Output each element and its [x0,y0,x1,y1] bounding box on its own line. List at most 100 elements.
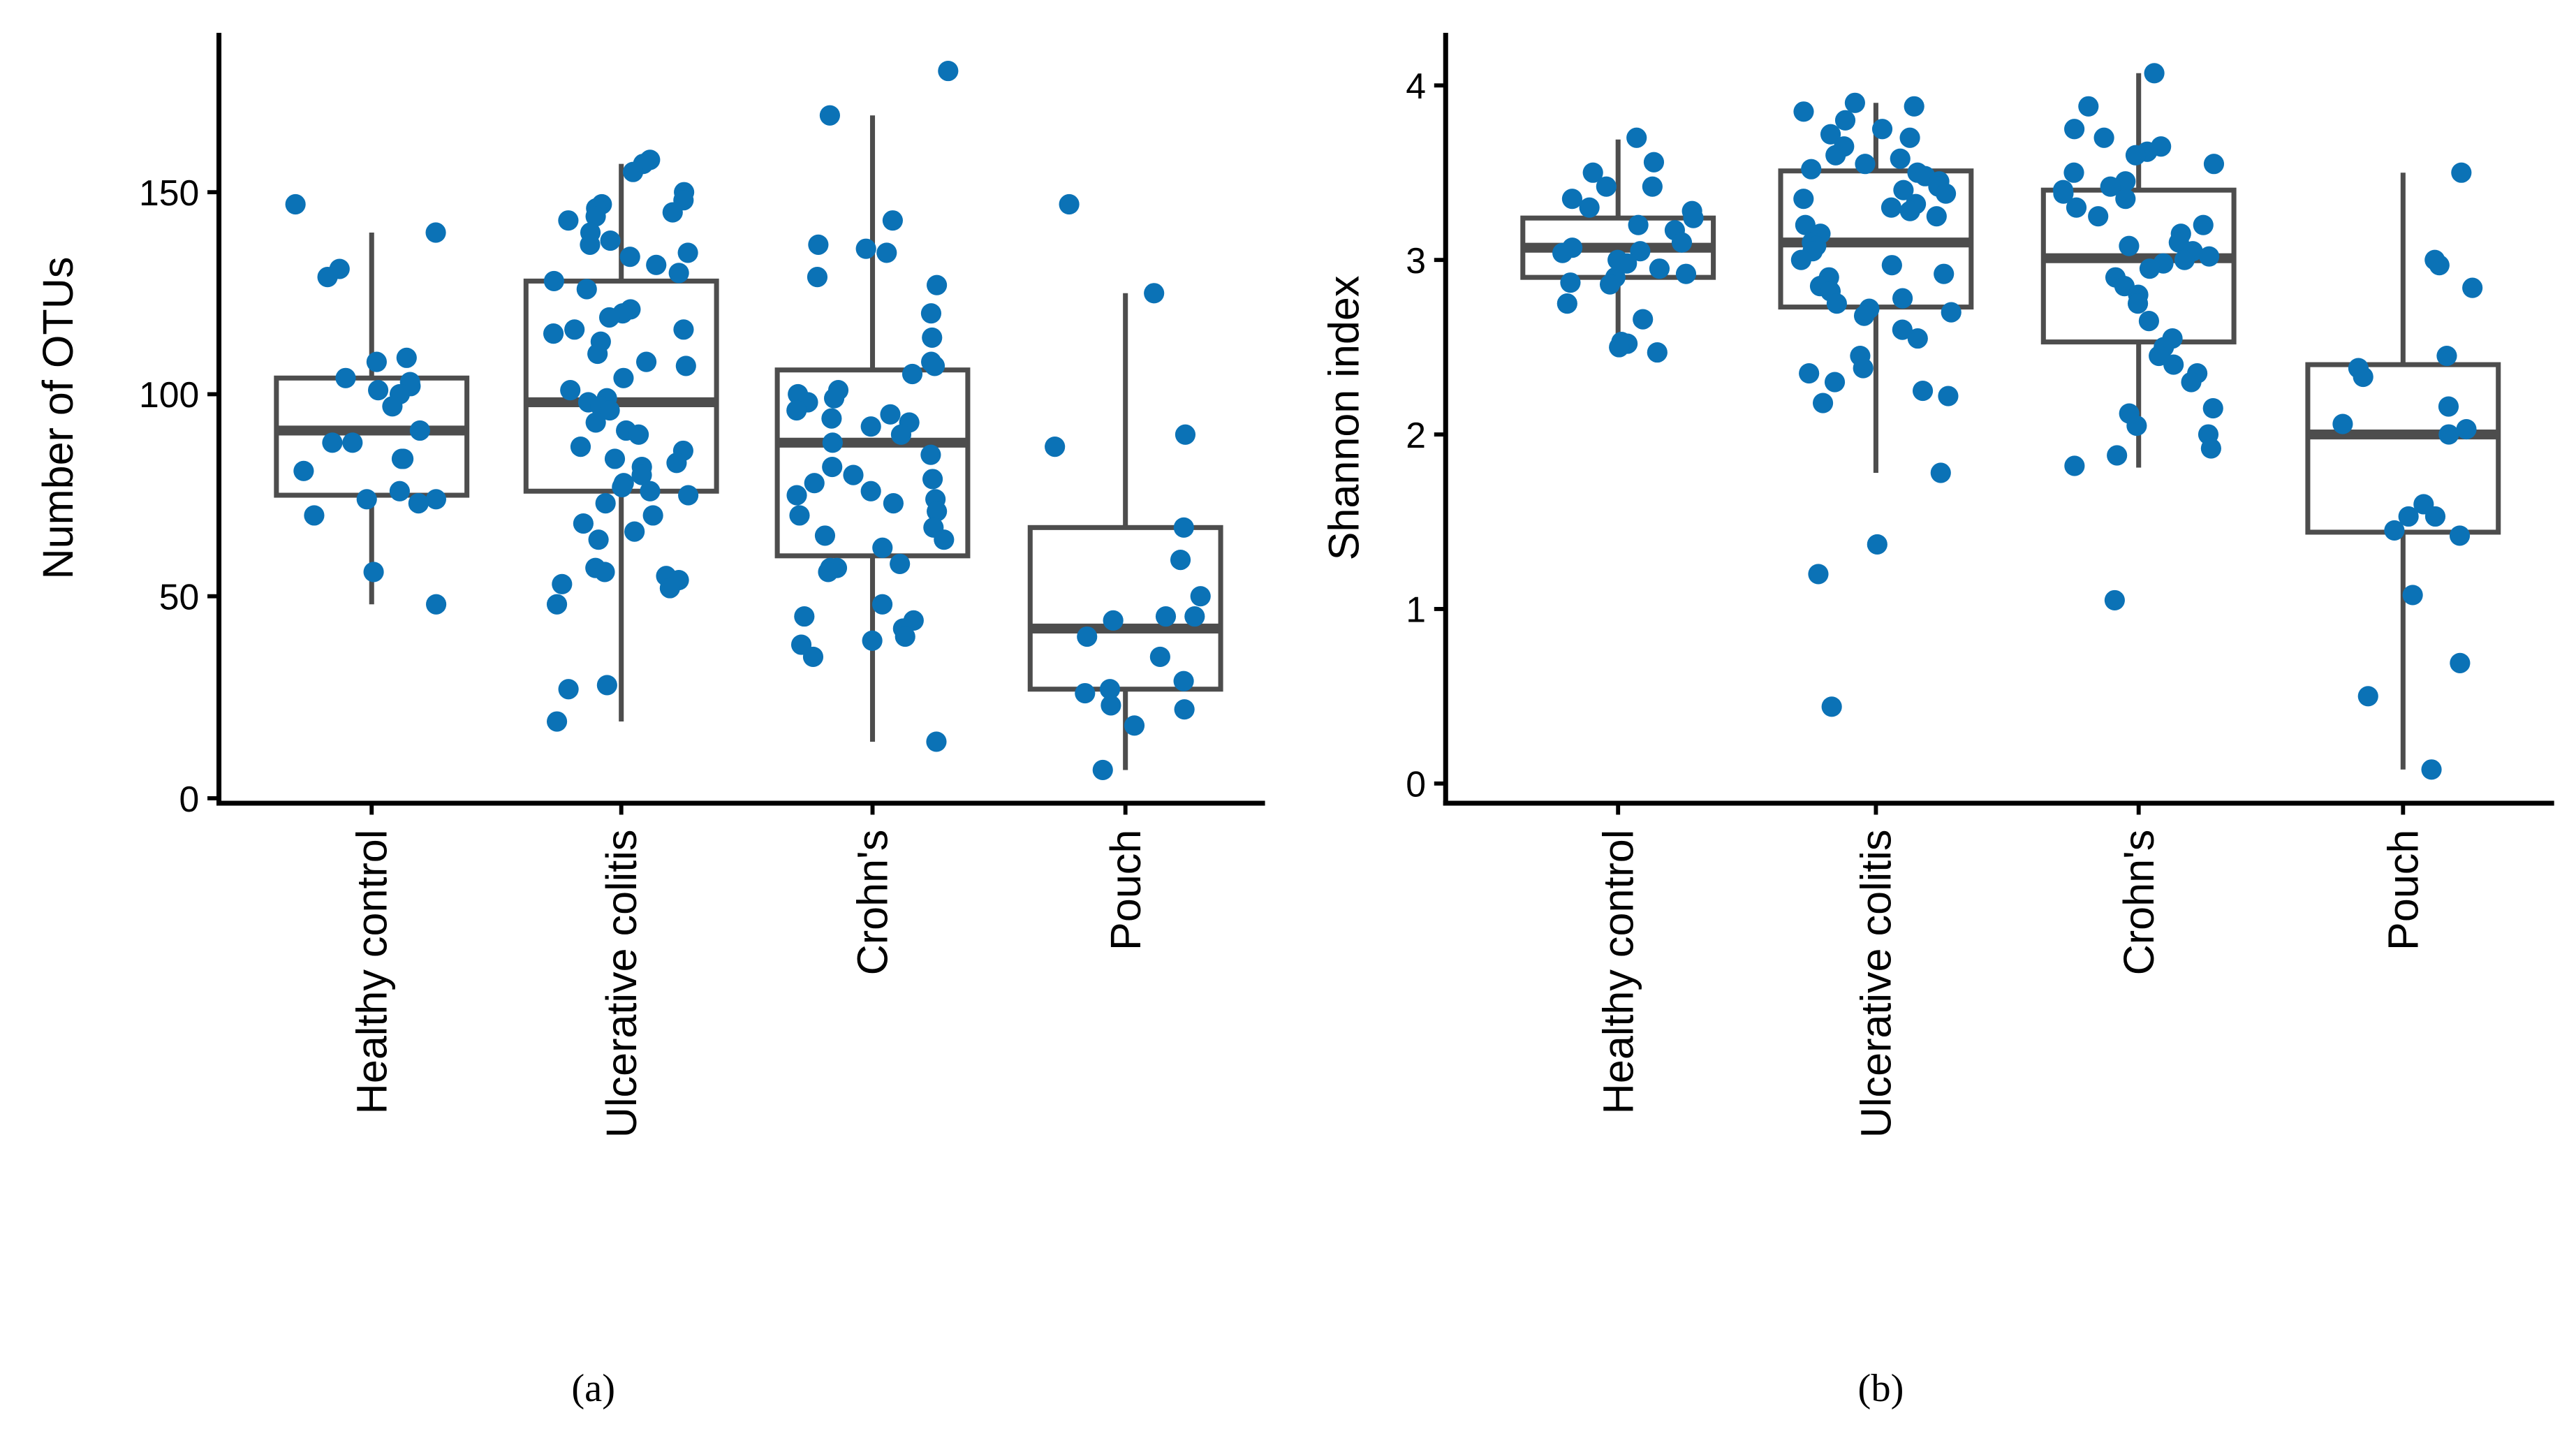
data-point [1892,288,1913,309]
data-point [2138,311,2159,332]
data-point [1642,176,1663,197]
data-point [1175,424,1196,445]
data-point [824,388,845,409]
data-point [2093,127,2114,148]
data-point [1626,127,1647,148]
data-point [1561,189,1583,210]
data-point [2064,455,2085,476]
data-point [588,529,609,550]
data-point [2163,354,2184,375]
data-point [1596,176,1617,197]
data-point [934,529,955,550]
iqr-box [2305,362,2501,535]
data-point [1190,586,1211,607]
x-tick-label: Healthy control [1594,830,1642,1115]
panel-b-shannon: 0 1 2 3 4 Shannon index Healthy control Ulcerat… [1320,33,2554,1410]
data-point [1101,695,1121,716]
data-point [1579,197,1600,218]
y-tick-label: 100 [139,374,199,415]
data-point [425,222,446,243]
data-point [927,501,948,522]
data-point [1144,283,1165,304]
data-point [938,61,959,82]
data-point [1174,699,1195,720]
data-point [1633,309,1654,330]
data-point [860,416,881,437]
data-point [2203,154,2225,175]
data-point [1801,159,1822,179]
data-point [573,513,594,534]
data-point [1853,305,1875,326]
data-point [1556,293,1577,314]
panel-caption: (b) [1858,1367,1904,1410]
data-point [882,210,903,231]
data-point [2436,346,2457,367]
data-point [598,307,620,328]
data-point [599,400,620,421]
data-point [1617,253,1637,274]
data-point [543,270,564,292]
data-point [890,553,911,574]
data-point [1881,197,1902,218]
data-point [604,448,626,469]
data-point [926,731,947,752]
y-tick-label: 1 [1406,589,1426,630]
data-point [860,481,881,501]
data-point [1821,696,1842,717]
data-point [2451,162,2472,183]
data-point [821,408,842,429]
data-point [2357,686,2378,707]
data-point [409,420,430,441]
data-point [619,247,640,268]
x-tick-label: Healthy control [348,830,395,1115]
data-point [2200,438,2221,459]
x-tick-label: Pouch [1102,830,1149,951]
data-point [1795,214,1816,235]
data-point [396,347,417,368]
panel-caption: (a) [571,1367,615,1410]
data-point [558,679,579,700]
data-point [1092,759,1113,781]
data-point [794,606,815,627]
data-point [1630,241,1651,262]
boxplot-3 [1027,293,1223,770]
data-point [304,505,325,526]
data-point [2149,346,2170,367]
data-point [1899,200,1920,221]
data-point [585,412,606,433]
data-point [543,323,564,344]
data-point [576,279,597,300]
data-point [901,363,923,385]
iqr-box [1027,525,1223,692]
data-point [1124,715,1145,736]
data-point [659,578,680,599]
data-point [1173,670,1194,691]
data-point [1867,534,1887,555]
data-point [920,303,942,324]
data-point [580,234,601,255]
data-point [1881,255,1902,276]
data-point [623,161,644,182]
data-point [408,493,429,514]
x-tick-label: Crohn's [849,830,897,976]
panel-a-otus: 0 50 100 150 Number of OTUs Healthy control Ul… [34,33,1265,1410]
y-tick-label: 150 [139,173,199,213]
data-point [1934,263,1955,284]
data-point [564,319,585,340]
data-point [1808,564,1829,585]
y-tick-label: 0 [179,779,200,819]
y-tick-label: 50 [159,576,200,617]
data-point [1790,249,1811,270]
data-point [2104,589,2125,610]
data-point [2181,372,2202,393]
data-point [675,356,696,376]
data-point [570,437,591,457]
data-point [668,263,689,284]
data-point [1799,362,1820,384]
x-tick-label: Crohn's [2115,830,2163,976]
data-point [1793,189,1814,210]
data-point [2429,255,2450,276]
data-point [1170,550,1191,571]
data-point [1844,92,1865,113]
